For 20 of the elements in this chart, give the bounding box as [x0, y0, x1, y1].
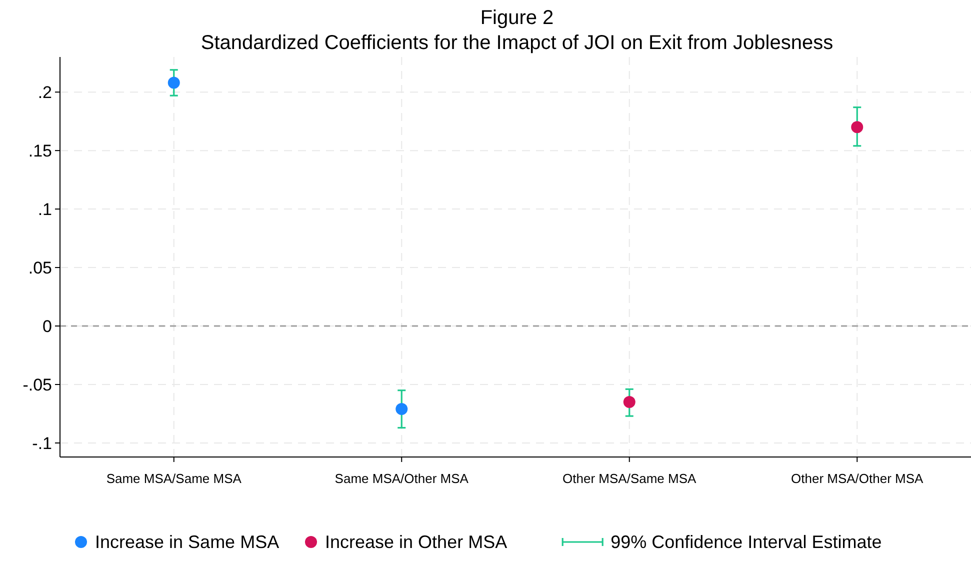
legend-label: Increase in Other MSA: [325, 532, 508, 552]
y-tick-label: -.1: [32, 434, 52, 453]
text: 99% Confidence Interval Estimate: [610, 532, 882, 552]
y-tick-label: 0: [42, 316, 52, 336]
y-tick-label: .1: [38, 200, 52, 219]
x-tick-label: Other MSA/Same MSA: [562, 471, 697, 486]
y-tick-label: -.05: [22, 375, 52, 394]
x-tick-label: Other MSA/Other MSA: [791, 471, 924, 486]
point: [396, 403, 408, 416]
y-tick-label: .15: [28, 142, 52, 161]
point: [623, 396, 636, 408]
y-tick-label: .2: [38, 83, 52, 102]
chart-title: Figure 2: [480, 7, 554, 29]
point: [168, 76, 180, 89]
y-tick-label: .05: [28, 258, 52, 278]
x-tick-label: Same MSA/Other MSA: [334, 471, 469, 486]
legend-label: Increase in Same MSA: [95, 532, 280, 552]
x-tick-label: Same MSA/Same MSA: [106, 471, 242, 486]
point: [851, 121, 864, 134]
chart-subtitle: Standardized Coefficients for the Imapct of JOI on Exit from Joblesness: [200, 32, 834, 54]
